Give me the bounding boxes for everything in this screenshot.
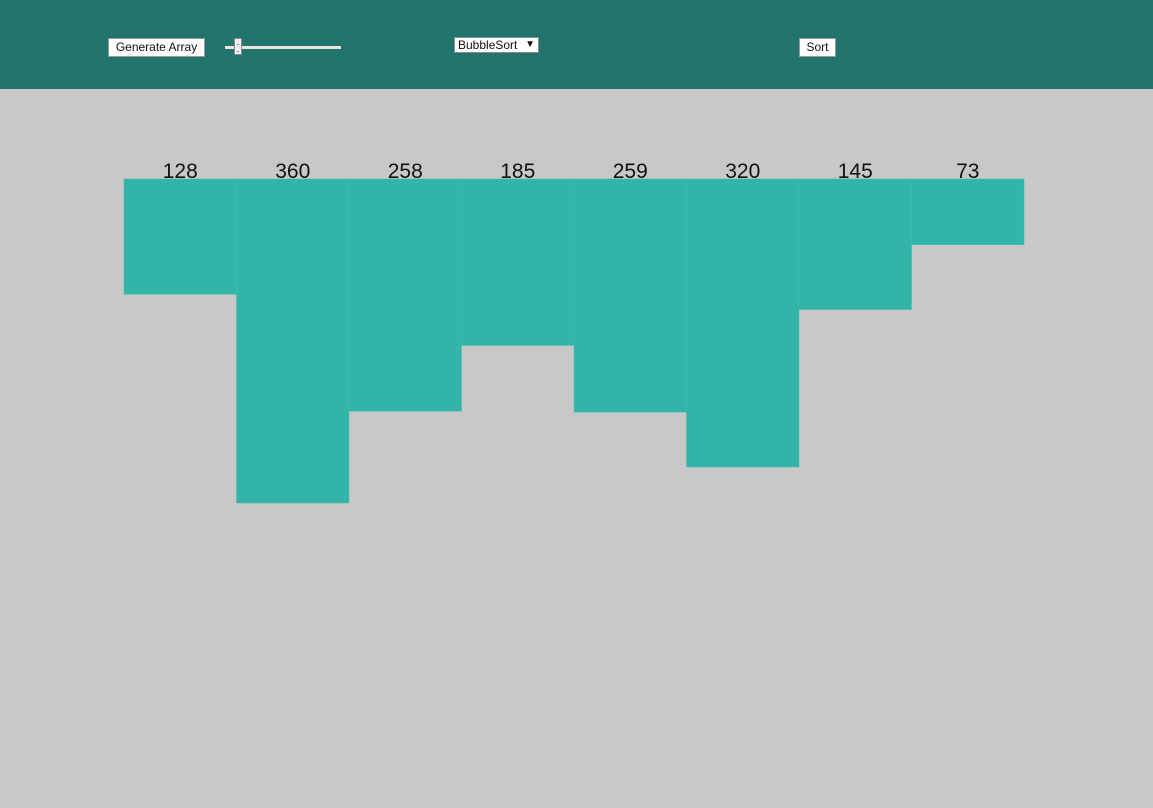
array-bar [236, 178, 350, 504]
array-bar [911, 178, 1025, 245]
algorithm-select[interactable]: BubbleSort ▼ [454, 37, 539, 53]
sort-button[interactable]: Sort [799, 38, 836, 57]
bar-value-label: 258 [388, 160, 423, 183]
array-bar [686, 178, 800, 468]
array-bar [573, 178, 687, 413]
generate-array-button[interactable]: Generate Array [108, 38, 205, 57]
bar-value-label: 259 [613, 160, 648, 183]
algorithm-select-value: BubbleSort [458, 38, 518, 52]
bar-value-label: 128 [163, 160, 198, 183]
slider-track[interactable] [225, 46, 341, 49]
array-bar [123, 178, 237, 295]
bar-value-label: 185 [500, 160, 535, 183]
bar-value-label: 360 [275, 160, 310, 183]
toolbar: Generate Array BubbleSort ▼ Sort [0, 0, 1153, 89]
bar-value-label: 320 [725, 160, 760, 183]
bar-value-label: 73 [956, 160, 979, 183]
array-bar [348, 178, 462, 412]
bar-value-label: 145 [838, 160, 873, 183]
array-size-slider[interactable] [225, 38, 341, 58]
array-bar [461, 178, 575, 346]
array-bar [798, 178, 912, 310]
dropdown-arrow-icon: ▼ [525, 39, 535, 50]
slider-handle[interactable] [234, 38, 242, 55]
